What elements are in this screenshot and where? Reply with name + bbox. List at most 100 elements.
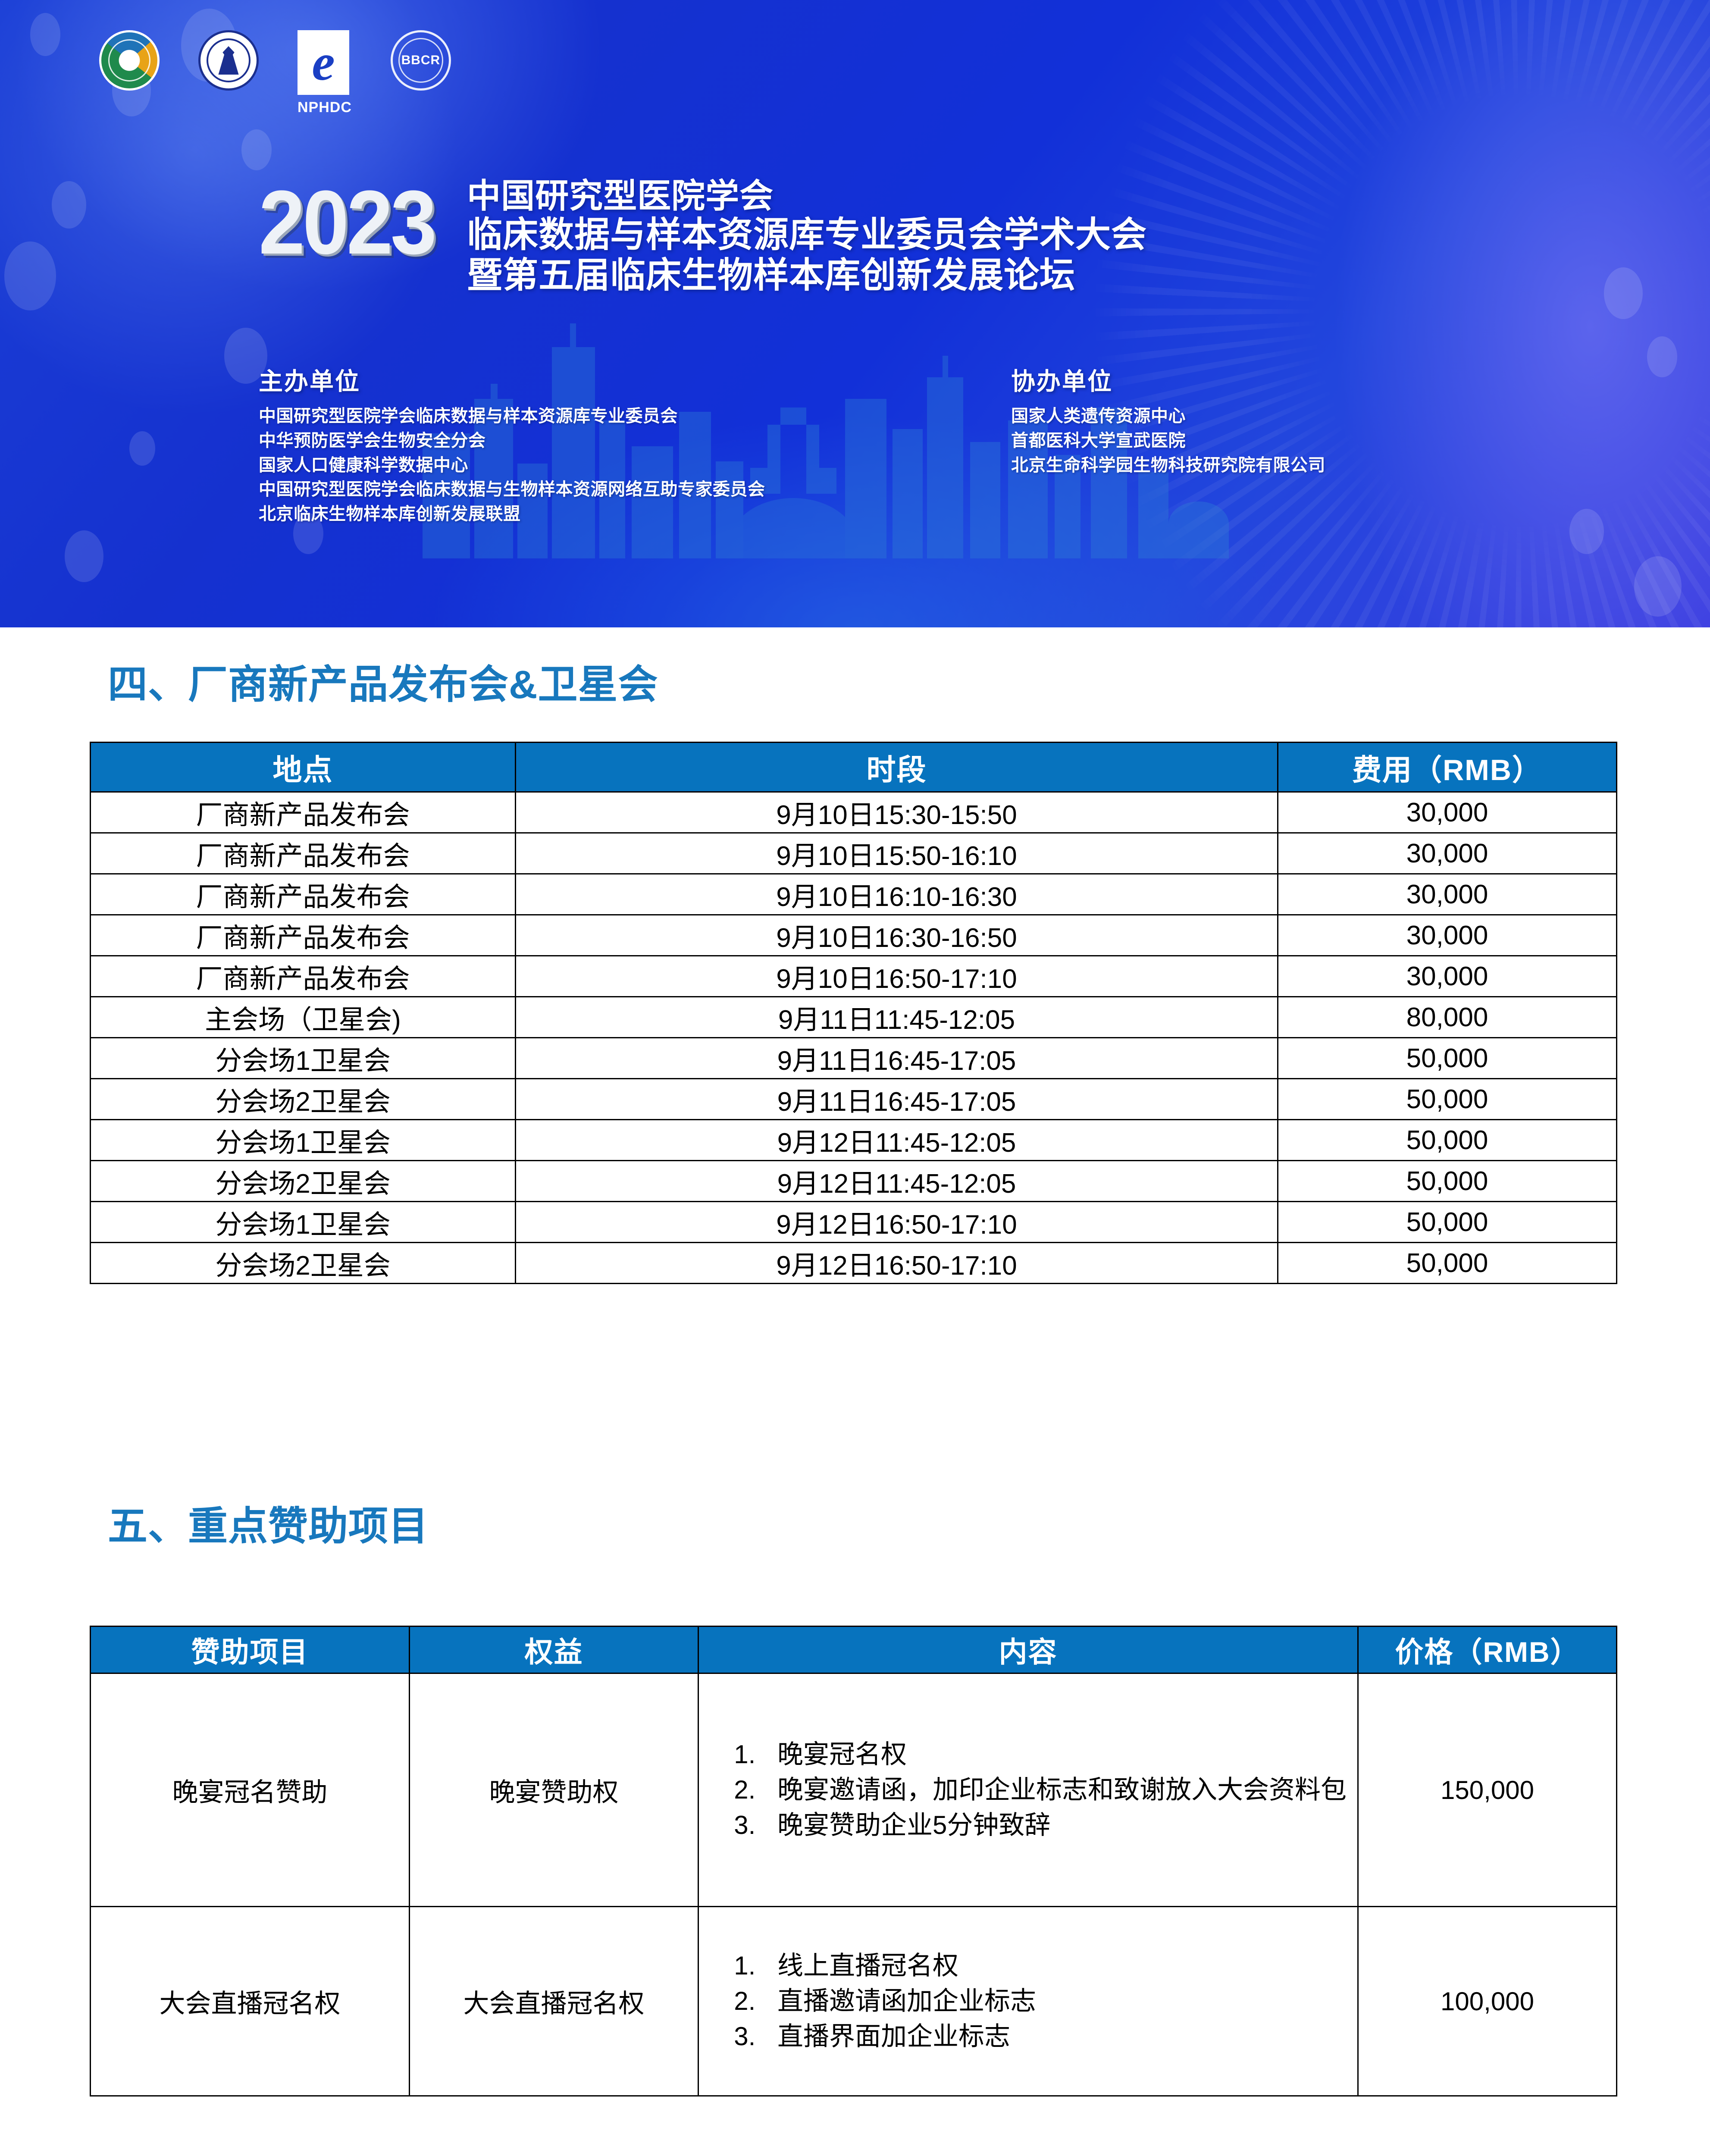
cell-place: 分会场1卫星会 <box>90 1201 516 1243</box>
organizer-item: 中国研究型医院学会临床数据与生物样本资源网络互助专家委员会 <box>259 480 765 499</box>
table-header-row: 地点 时段 费用（RMB） <box>90 742 1617 793</box>
cell-fee: 50,000 <box>1277 1037 1617 1079</box>
cell-place: 分会场1卫星会 <box>90 1037 516 1079</box>
benefit-list: 线上直播冠名权 直播邀请函加企业标志 直播界面加企业标志 <box>699 1949 1347 2053</box>
table-header-row: 赞助项目 权益 内容 价格（RMB） <box>90 1626 1617 1674</box>
cell-time: 9月12日16:50-17:10 <box>515 1201 1278 1243</box>
bokeh-dot <box>1604 267 1643 319</box>
cell-time: 9月11日11:45-12:05 <box>515 996 1278 1038</box>
cell-place: 主会场（卫星会) <box>90 996 516 1038</box>
cell-sponsorship-price: 150,000 <box>1357 1673 1617 1907</box>
column-header-fee: 费用（RMB） <box>1277 742 1617 793</box>
cell-fee: 80,000 <box>1277 996 1617 1038</box>
benefit-item: 晚宴邀请函，加印企业标志和致谢放入大会资料包 <box>763 1773 1347 1807</box>
co-organizer-column: 协办单位 国家人类遗传资源中心 首都医科大学宣武医院 北京生命科学园生物科技研究… <box>1011 362 1325 477</box>
column-header-place: 地点 <box>90 742 516 793</box>
cell-time: 9月12日11:45-12:05 <box>515 1119 1278 1161</box>
conference-banner: e NPHDC BBCR 2023 中国研究型医院学会 临床数据与样本资源库专业… <box>0 0 1710 627</box>
bokeh-dot <box>241 129 272 170</box>
table-row: 分会场2卫星会 9月11日16:45-17:05 50,000 <box>90 1078 1617 1120</box>
organizer-item: 中国研究型医院学会临床数据与样本资源库专业委员会 <box>259 407 678 426</box>
bokeh-dot <box>1647 336 1677 377</box>
cell-time: 9月11日16:45-17:05 <box>515 1078 1278 1120</box>
cell-sponsorship-item: 大会直播冠名权 <box>90 1906 410 2096</box>
co-organizer-heading: 协办单位 <box>1011 368 1113 395</box>
circular-seal-icon <box>99 30 160 91</box>
cell-fee: 30,000 <box>1277 914 1617 956</box>
nphdc-logo-caption: NPHDC <box>298 99 352 116</box>
column-header-right: 权益 <box>409 1626 699 1674</box>
cell-time: 9月10日16:50-17:10 <box>515 955 1278 997</box>
conference-title-line-2: 临床数据与样本资源库专业委员会学术大会 <box>467 215 1147 255</box>
bokeh-dot <box>1634 556 1682 617</box>
cell-place: 厂商新产品发布会 <box>90 955 516 997</box>
cell-fee: 30,000 <box>1277 791 1617 834</box>
benefit-item: 直播邀请函加企业标志 <box>763 1984 1347 2018</box>
cell-sponsorship-right: 大会直播冠名权 <box>409 1906 699 2096</box>
cell-fee: 50,000 <box>1277 1201 1617 1243</box>
banner-title-block: 2023 中国研究型医院学会 临床数据与样本资源库专业委员会学术大会 暨第五届临… <box>259 175 1147 295</box>
table-row: 厂商新产品发布会 9月10日16:10-16:30 30,000 <box>90 873 1617 915</box>
cell-fee: 30,000 <box>1277 832 1617 874</box>
column-header-time: 时段 <box>515 742 1278 793</box>
conference-title-line-1: 中国研究型医院学会 <box>467 177 774 215</box>
bokeh-dot <box>4 241 56 310</box>
organizer-item: 中华预防医学会生物安全分会 <box>259 431 486 450</box>
great-wall-seal-icon <box>198 30 259 91</box>
cnrha-seal-logo <box>99 30 160 91</box>
table-row: 大会直播冠名权 大会直播冠名权 线上直播冠名权 直播邀请函加企业标志 直播界面加… <box>90 1906 1617 2096</box>
organizer-item: 国家人口健康科学数据中心 <box>259 455 468 475</box>
wall-glyph-icon <box>218 46 239 75</box>
sponsorship-table: 赞助项目 权益 内容 价格（RMB） 晚宴冠名赞助 晚宴赞助权 晚宴冠名权 晚宴… <box>90 1626 1617 2096</box>
bokeh-dot <box>129 431 155 466</box>
bokeh-dot <box>293 513 323 554</box>
cell-sponsorship-item: 晚宴冠名赞助 <box>90 1673 410 1907</box>
cell-time: 9月12日16:50-17:10 <box>515 1242 1278 1284</box>
table-row: 厂商新产品发布会 9月10日15:50-16:10 30,000 <box>90 832 1617 874</box>
cell-place: 厂商新产品发布会 <box>90 873 516 915</box>
organizer-column: 主办单位 中国研究型医院学会临床数据与样本资源库专业委员会 中华预防医学会生物安… <box>259 362 765 526</box>
column-header-price: 价格（RMB） <box>1357 1626 1617 1674</box>
bokeh-dot <box>52 181 86 229</box>
cell-place: 分会场2卫星会 <box>90 1160 516 1202</box>
e-mark-icon: e <box>298 30 349 95</box>
cell-fee: 30,000 <box>1277 873 1617 915</box>
table-row: 分会场1卫星会 9月12日16:50-17:10 50,000 <box>90 1201 1617 1243</box>
co-organizer-item: 首都医科大学宣武医院 <box>1011 431 1186 450</box>
sessions-table: 地点 时段 费用（RMB） 厂商新产品发布会 9月10日15:30-15:50 … <box>90 742 1617 1284</box>
cell-fee: 30,000 <box>1277 955 1617 997</box>
bbcr-seal-logo: BBCR <box>390 30 451 91</box>
co-organizer-item: 北京生命科学园生物科技研究院有限公司 <box>1011 455 1325 475</box>
organizer-item: 北京临床生物样本库创新发展联盟 <box>259 505 521 524</box>
table-row: 分会场1卫星会 9月11日16:45-17:05 50,000 <box>90 1037 1617 1079</box>
benefit-item: 直播界面加企业标志 <box>763 2020 1347 2053</box>
cell-sponsorship-price: 100,000 <box>1357 1906 1617 2096</box>
bokeh-dot <box>1569 509 1604 554</box>
benefit-item: 晚宴冠名权 <box>763 1738 1347 1771</box>
benefit-item: 线上直播冠名权 <box>763 1949 1347 1983</box>
cell-sponsorship-benefits: 晚宴冠名权 晚宴邀请函，加印企业标志和致谢放入大会资料包 晚宴赞助企业5分钟致辞 <box>698 1673 1359 1907</box>
cell-place: 分会场2卫星会 <box>90 1078 516 1120</box>
cell-fee: 50,000 <box>1277 1242 1617 1284</box>
cell-time: 9月10日16:10-16:30 <box>515 873 1278 915</box>
cell-fee: 50,000 <box>1277 1078 1617 1120</box>
cpma-seal-logo <box>198 30 259 91</box>
cell-place: 厂商新产品发布会 <box>90 914 516 956</box>
benefit-item: 晚宴赞助企业5分钟致辞 <box>763 1808 1347 1842</box>
bbcr-circular-seal-icon: BBCR <box>390 30 451 91</box>
table-row: 厂商新产品发布会 9月10日16:30-16:50 30,000 <box>90 914 1617 956</box>
table-row: 厂商新产品发布会 9月10日15:30-15:50 30,000 <box>90 791 1617 834</box>
bokeh-dot <box>30 13 60 56</box>
table-row: 分会场2卫星会 9月12日16:50-17:10 50,000 <box>90 1242 1617 1284</box>
sponsor-logo-row: e NPHDC BBCR <box>99 30 451 116</box>
table-row: 分会场1卫星会 9月12日11:45-12:05 50,000 <box>90 1119 1617 1161</box>
cell-fee: 50,000 <box>1277 1160 1617 1202</box>
cell-place: 厂商新产品发布会 <box>90 791 516 834</box>
cell-time: 9月10日15:50-16:10 <box>515 832 1278 874</box>
nphdc-logo: e NPHDC <box>298 30 352 116</box>
conference-year: 2023 <box>259 172 437 273</box>
bbcr-abbreviation: BBCR <box>401 53 441 67</box>
cell-time: 9月11日16:45-17:05 <box>515 1037 1278 1079</box>
section-heading-sessions: 四、厂商新产品发布会&卫星会 <box>108 663 658 707</box>
cell-time: 9月10日16:30-16:50 <box>515 914 1278 956</box>
